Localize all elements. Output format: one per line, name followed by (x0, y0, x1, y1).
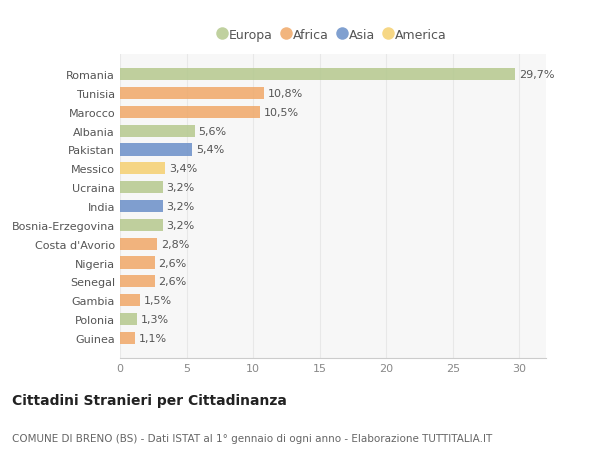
Bar (120, 294, 140, 307)
Bar (120, 125, 194, 137)
Text: 5,4%: 5,4% (196, 145, 224, 155)
Bar (120, 257, 155, 269)
Bar (120, 219, 163, 231)
Text: 3,2%: 3,2% (167, 183, 195, 193)
Text: 10,8%: 10,8% (268, 89, 303, 99)
Bar (120, 201, 163, 213)
Bar (120, 144, 192, 156)
Text: 3,4%: 3,4% (169, 164, 197, 174)
Text: 1,5%: 1,5% (144, 296, 172, 306)
Text: 3,2%: 3,2% (167, 220, 195, 230)
Text: 5,6%: 5,6% (199, 126, 227, 136)
Text: 1,1%: 1,1% (139, 333, 167, 343)
Text: 1,3%: 1,3% (142, 314, 169, 325)
Text: 3,2%: 3,2% (167, 202, 195, 212)
Text: 10,5%: 10,5% (264, 107, 299, 118)
Bar (120, 313, 137, 325)
Text: COMUNE DI BRENO (BS) - Dati ISTAT al 1° gennaio di ogni anno - Elaborazione TUTT: COMUNE DI BRENO (BS) - Dati ISTAT al 1° … (12, 433, 492, 442)
Text: 2,6%: 2,6% (158, 277, 187, 287)
Legend: Europa, Africa, Asia, America: Europa, Africa, Asia, America (215, 25, 451, 45)
Text: 2,8%: 2,8% (161, 239, 190, 249)
Text: Cittadini Stranieri per Cittadinanza: Cittadini Stranieri per Cittadinanza (12, 393, 287, 407)
Text: 2,6%: 2,6% (158, 258, 187, 268)
Bar (120, 163, 165, 175)
Bar (120, 69, 515, 81)
Bar (120, 238, 157, 250)
Text: 29,7%: 29,7% (520, 70, 555, 80)
Bar (120, 88, 264, 100)
Bar (120, 106, 260, 119)
Bar (120, 276, 155, 288)
Bar (120, 182, 163, 194)
Bar (120, 332, 134, 344)
